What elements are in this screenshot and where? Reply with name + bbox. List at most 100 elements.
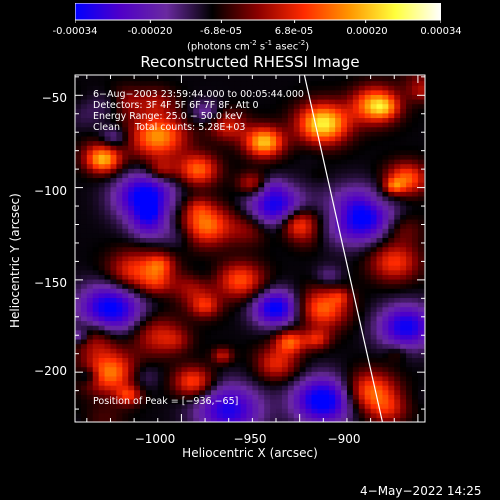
heatmap-cell: [388, 278, 395, 285]
heatmap-cell: [317, 288, 324, 294]
heatmap-cell: [394, 283, 401, 289]
heatmap-cell: [258, 265, 265, 271]
heatmap-cell: [394, 385, 401, 391]
heatmap-cell: [258, 246, 265, 252]
heatmap-cell: [281, 315, 289, 322]
heatmap-cell: [104, 269, 112, 275]
heatmap-cell: [364, 223, 372, 229]
heatmap-cell: [80, 380, 88, 386]
heatmap-cell: [157, 75, 165, 82]
heatmap-cell: [270, 168, 277, 174]
heatmap-cell: [234, 117, 242, 123]
heatmap-cell: [205, 126, 212, 132]
heatmap-cell: [364, 320, 372, 326]
heatmap-cell: [352, 168, 360, 174]
heatmap-cell: [346, 195, 354, 202]
heatmap-cell: [258, 158, 265, 165]
heatmap-cell: [376, 158, 384, 165]
heatmap-cell: [323, 251, 330, 257]
heatmap-cell: [240, 366, 248, 372]
heatmap-cell: [140, 389, 147, 395]
heatmap-cell: [222, 126, 230, 132]
heatmap-cell: [216, 362, 224, 368]
heatmap-cell: [216, 98, 224, 105]
heatmap-cell: [305, 329, 313, 335]
heatmap-cell: [311, 306, 318, 312]
heatmap-cell: [75, 117, 82, 123]
heatmap-cell: [382, 320, 389, 326]
heatmap-cell: [370, 163, 378, 169]
heatmap-cell: [388, 200, 395, 206]
heatmap-cell: [323, 168, 330, 174]
heatmap-cell: [281, 223, 289, 229]
heatmap-cell: [193, 89, 200, 95]
heatmap-cell: [175, 117, 183, 123]
heatmap-cell: [417, 182, 425, 188]
heatmap-cell: [423, 408, 425, 414]
heatmap-cell: [75, 218, 82, 225]
heatmap-cell: [311, 149, 318, 155]
heatmap-cell: [311, 338, 318, 345]
heatmap-cell: [364, 394, 372, 400]
heatmap-cell: [210, 329, 218, 335]
heatmap-cell: [163, 214, 171, 220]
heatmap-cell: [110, 329, 117, 335]
heatmap-cell: [411, 246, 419, 252]
heatmap-cell: [193, 145, 200, 151]
heatmap-cell: [199, 200, 206, 206]
heatmap-cell: [92, 269, 100, 275]
heatmap-cell: [406, 103, 413, 109]
heatmap-cell: [276, 385, 283, 391]
heatmap-cell: [394, 131, 401, 137]
heatmap-cell: [411, 228, 419, 234]
heatmap-cell: [264, 94, 271, 100]
heatmap-cell: [134, 329, 141, 335]
heatmap-cell: [110, 320, 117, 326]
heatmap-cell: [258, 200, 265, 206]
heatmap-cell: [341, 209, 348, 215]
heatmap-cell: [110, 283, 117, 289]
heatmap-cell: [228, 205, 236, 211]
heatmap-cell: [264, 205, 271, 211]
heatmap-cell: [311, 75, 318, 77]
heatmap-cell: [270, 223, 277, 229]
heatmap-cell: [388, 75, 395, 77]
heatmap-cell: [299, 214, 307, 220]
heatmap-cell: [199, 154, 206, 160]
heatmap-cell: [157, 145, 165, 151]
heatmap-cell: [423, 131, 425, 137]
heatmap-cell: [228, 209, 236, 215]
heatmap-cell: [134, 348, 141, 354]
heatmap-cell: [400, 168, 407, 174]
heatmap-cell: [169, 186, 177, 192]
heatmap-cell: [104, 380, 112, 386]
heatmap-cell: [252, 182, 259, 188]
heatmap-cell: [382, 315, 389, 322]
heatmap-cell: [252, 94, 259, 100]
heatmap-cell: [86, 186, 94, 192]
heatmap-cell: [411, 98, 419, 105]
heatmap-cell: [246, 195, 253, 202]
heatmap-cell: [169, 311, 177, 317]
heatmap-cell: [92, 80, 100, 86]
heatmap-cell: [187, 163, 194, 169]
heatmap-cell: [406, 366, 413, 372]
heatmap-cell: [140, 394, 147, 400]
heatmap-cell: [246, 412, 253, 418]
heatmap-cell: [122, 177, 129, 183]
heatmap-cell: [75, 338, 82, 345]
heatmap-cell: [145, 403, 153, 409]
heatmap-cell: [122, 320, 129, 326]
heatmap-cell: [293, 357, 301, 363]
heatmap-cell: [210, 228, 218, 234]
heatmap-cell: [394, 172, 401, 179]
heatmap-cell: [311, 195, 318, 202]
heatmap-cell: [134, 223, 141, 229]
heatmap-cell: [394, 325, 401, 331]
heatmap-cell: [187, 274, 194, 280]
heatmap-cell: [86, 311, 94, 317]
heatmap-cell: [187, 325, 194, 331]
heatmap-cell: [222, 343, 230, 349]
heatmap-cell: [323, 242, 330, 248]
heatmap-cell: [364, 343, 372, 349]
